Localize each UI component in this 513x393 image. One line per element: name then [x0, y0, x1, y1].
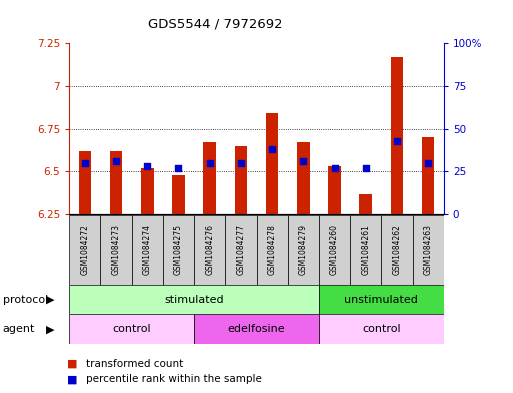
Point: [81, 160, 89, 166]
Text: control: control: [362, 324, 401, 334]
Text: transformed count: transformed count: [86, 358, 184, 369]
Bar: [172, 175, 185, 214]
Bar: [132, 215, 163, 285]
Text: GSM1084275: GSM1084275: [174, 224, 183, 275]
Text: GSM1084263: GSM1084263: [424, 224, 432, 275]
Point: [268, 146, 276, 152]
Bar: [69, 314, 194, 344]
Bar: [256, 215, 288, 285]
Text: GDS5544 / 7972692: GDS5544 / 7972692: [148, 18, 283, 31]
Bar: [69, 215, 101, 285]
Text: GSM1084273: GSM1084273: [111, 224, 121, 275]
Text: control: control: [112, 324, 151, 334]
Bar: [69, 285, 319, 314]
Text: GSM1084274: GSM1084274: [143, 224, 152, 275]
Point: [330, 165, 339, 171]
Bar: [78, 151, 91, 214]
Text: ■: ■: [67, 358, 77, 369]
Point: [143, 163, 151, 169]
Text: stimulated: stimulated: [164, 295, 224, 305]
Bar: [319, 285, 444, 314]
Bar: [319, 314, 444, 344]
Point: [424, 160, 432, 166]
Point: [362, 165, 370, 171]
Text: GSM1084272: GSM1084272: [81, 224, 89, 275]
Bar: [194, 215, 225, 285]
Bar: [319, 215, 350, 285]
Bar: [350, 215, 381, 285]
Text: GSM1084262: GSM1084262: [392, 224, 402, 275]
Text: GSM1084260: GSM1084260: [330, 224, 339, 275]
Bar: [141, 168, 153, 214]
Bar: [163, 215, 194, 285]
Bar: [381, 215, 412, 285]
Point: [206, 160, 214, 166]
Text: edelfosine: edelfosine: [228, 324, 285, 334]
Point: [299, 158, 307, 164]
Point: [237, 160, 245, 166]
Bar: [391, 57, 403, 214]
Bar: [225, 215, 256, 285]
Text: ▶: ▶: [46, 295, 54, 305]
Text: percentile rank within the sample: percentile rank within the sample: [86, 374, 262, 384]
Text: agent: agent: [3, 324, 35, 334]
Bar: [328, 166, 341, 214]
Text: GSM1084278: GSM1084278: [268, 224, 277, 275]
Text: protocol: protocol: [3, 295, 48, 305]
Bar: [110, 151, 122, 214]
Text: ▶: ▶: [46, 324, 54, 334]
Bar: [194, 314, 319, 344]
Bar: [234, 146, 247, 214]
Point: [393, 138, 401, 144]
Text: GSM1084261: GSM1084261: [361, 224, 370, 275]
Bar: [204, 142, 216, 214]
Text: GSM1084276: GSM1084276: [205, 224, 214, 275]
Text: unstimulated: unstimulated: [344, 295, 418, 305]
Bar: [288, 215, 319, 285]
Bar: [101, 215, 132, 285]
Text: ■: ■: [67, 374, 77, 384]
Text: GSM1084277: GSM1084277: [236, 224, 245, 275]
Bar: [360, 194, 372, 214]
Bar: [412, 215, 444, 285]
Text: GSM1084279: GSM1084279: [299, 224, 308, 275]
Point: [112, 158, 120, 164]
Point: [174, 165, 183, 171]
Bar: [422, 137, 435, 214]
Bar: [297, 142, 309, 214]
Bar: [266, 113, 279, 214]
